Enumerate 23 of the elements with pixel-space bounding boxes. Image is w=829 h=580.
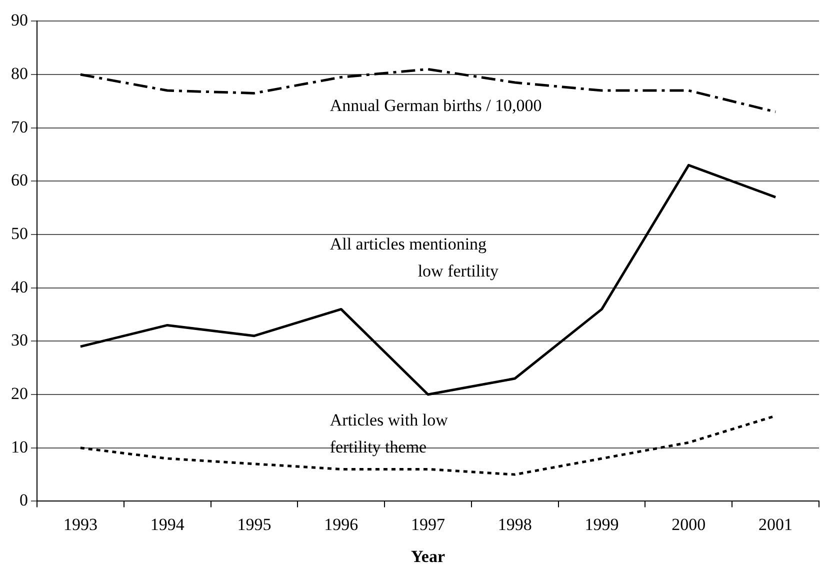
x-tick-label: 1995 — [237, 514, 272, 534]
x-tick-label: 2000 — [672, 514, 706, 534]
y-tick-label: 60 — [11, 170, 28, 190]
y-tick-label: 20 — [11, 384, 28, 403]
x-tick-label: 1993 — [63, 514, 98, 534]
x-tick-label: 1998 — [498, 514, 532, 534]
y-tick-label: 50 — [11, 224, 28, 243]
line-series — [79, 68, 777, 114]
x-tick-label: 1999 — [584, 514, 619, 534]
series-label: Annual German births / 10,000 — [330, 96, 542, 115]
x-axis-title: Year — [411, 547, 446, 566]
x-tick-label: 2001 — [758, 514, 793, 534]
series-label: All articles mentioning low fertility — [330, 234, 500, 281]
y-tick-label: 40 — [11, 277, 28, 296]
y-tick-label: 0 — [20, 490, 28, 510]
x-tick-label: 1997 — [411, 514, 446, 534]
y-tick-label: 80 — [11, 64, 28, 83]
y-tick-label: 30 — [11, 330, 28, 350]
y-tick-label: 90 — [11, 10, 28, 30]
y-tick-label: 70 — [11, 117, 28, 136]
y-tick-label: 10 — [11, 437, 28, 456]
x-tick-label: 1994 — [150, 514, 185, 534]
x-tick-label: 1996 — [324, 514, 358, 534]
